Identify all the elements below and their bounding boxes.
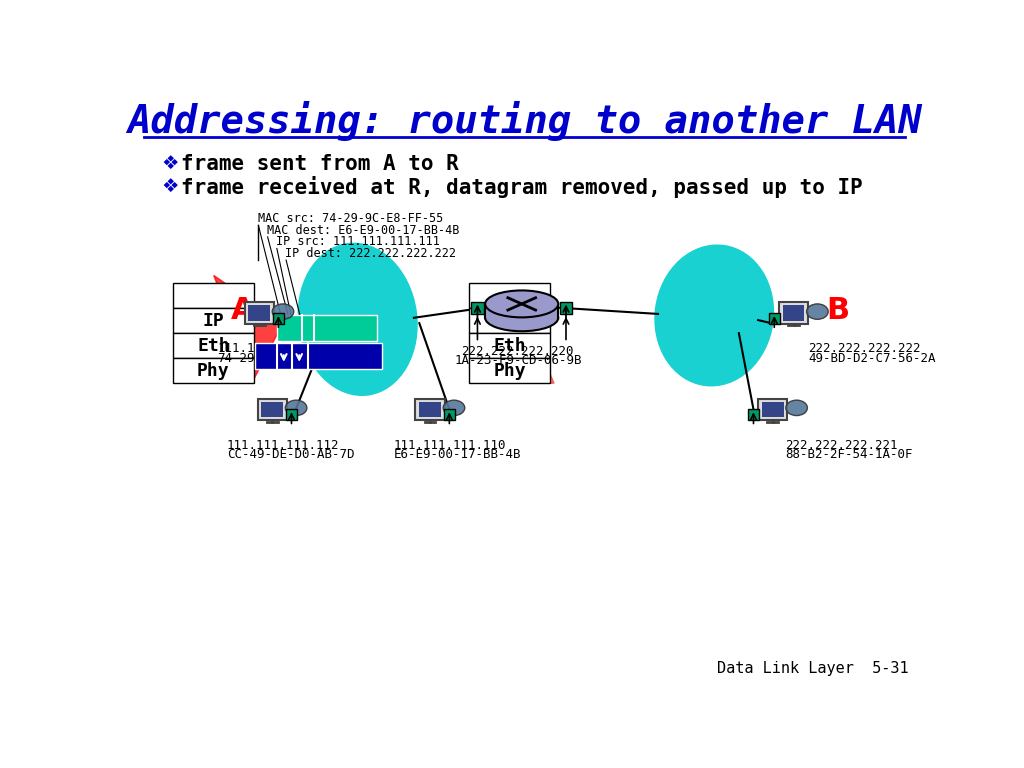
Bar [173,358,254,383]
Polygon shape [214,276,283,379]
Text: 222.222.222.221: 222.222.222.221 [785,439,898,452]
Bar [261,402,283,417]
Ellipse shape [654,244,774,386]
Text: 111.111.111.111: 111.111.111.111 [217,343,330,356]
Text: 74-29-9C-E8-FF-55: 74-29-9C-E8-FF-55 [217,352,345,365]
Bar [758,399,787,420]
Bar [286,409,297,420]
Text: IP src: 111.111.111.111: IP src: 111.111.111.111 [276,236,440,249]
Bar [416,399,444,420]
Ellipse shape [286,400,307,415]
Ellipse shape [272,304,294,319]
Bar [173,308,254,333]
Bar [255,343,382,369]
Text: 49-BD-D2-C7-56-2A: 49-BD-D2-C7-56-2A [808,352,936,365]
Text: 111.111.111.112: 111.111.111.112 [226,439,339,452]
Text: MAC src: 74-29-9C-E8-FF-55: MAC src: 74-29-9C-E8-FF-55 [258,213,442,225]
Bar [245,303,273,324]
Bar [249,306,270,321]
Text: CC-49-DE-D0-AB-7D: CC-49-DE-D0-AB-7D [226,448,354,461]
Bar [560,302,572,314]
Text: Addressing: routing to another LAN: Addressing: routing to another LAN [127,101,923,141]
Bar [173,283,254,308]
Text: IP: IP [499,312,520,329]
Text: ❖: ❖ [162,177,179,197]
Bar [782,306,804,321]
Text: Phy: Phy [494,362,526,379]
Text: E6-E9-00-17-BB-4B: E6-E9-00-17-BB-4B [394,448,521,461]
Bar [419,402,441,417]
Ellipse shape [485,290,558,317]
Text: Eth: Eth [197,336,229,355]
Ellipse shape [807,304,828,319]
Ellipse shape [298,243,418,396]
Bar [485,304,558,318]
Bar [469,333,550,358]
Text: Data Link Layer  5-31: Data Link Layer 5-31 [717,660,908,676]
Bar [173,333,254,358]
Bar [273,313,284,324]
Bar [762,402,783,417]
Bar [469,358,550,383]
Text: 1A-23-F9-CD-06-9B: 1A-23-F9-CD-06-9B [454,354,582,367]
Polygon shape [489,306,554,383]
Ellipse shape [485,304,558,331]
Text: frame sent from A to R: frame sent from A to R [180,154,459,174]
Text: B: B [826,296,850,325]
Text: 111.111.111.110: 111.111.111.110 [394,439,507,452]
Bar [769,313,779,324]
Text: IP dest: 222.222.222.222: IP dest: 222.222.222.222 [286,247,457,260]
Text: 222.222.222.222: 222.222.222.222 [808,343,921,356]
Bar [276,315,377,341]
Text: Phy: Phy [197,362,229,379]
Bar [444,409,455,420]
Text: MAC dest: E6-E9-00-17-BB-4B: MAC dest: E6-E9-00-17-BB-4B [267,224,459,237]
Ellipse shape [443,400,465,415]
Bar [258,399,287,420]
Text: A: A [230,296,254,325]
Bar [469,283,550,308]
Text: Eth: Eth [494,336,526,355]
Text: frame received at R, datagram removed, passed up to IP: frame received at R, datagram removed, p… [180,176,862,198]
Text: IP: IP [203,312,224,329]
Text: 88-B2-2F-54-1A-0F: 88-B2-2F-54-1A-0F [785,448,912,461]
Bar [779,303,808,324]
Bar [469,308,550,333]
Bar [749,409,759,420]
Bar [471,302,483,314]
Text: ❖: ❖ [162,154,179,174]
Text: 222.222.222.220: 222.222.222.220 [462,345,574,358]
Ellipse shape [785,400,807,415]
